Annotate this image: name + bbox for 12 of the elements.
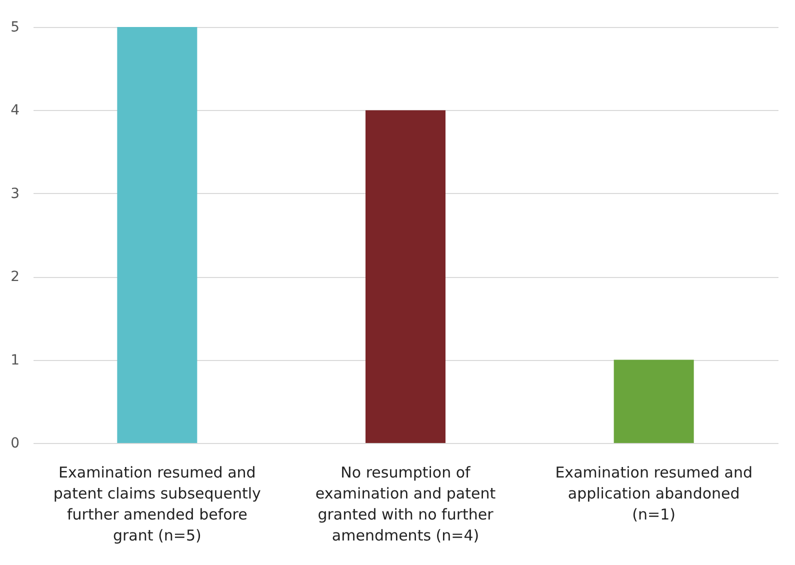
y-tick-label: 4 (10, 102, 20, 119)
bar (366, 110, 446, 443)
y-tick-label: 3 (10, 186, 20, 202)
bar (117, 27, 198, 443)
y-tick-label: 1 (10, 352, 20, 368)
y-tick-label: 0 (10, 436, 20, 452)
x-tick-label: Examination resumed and patent claims subsequently further amended before grant (n=5) (53, 464, 262, 544)
y-tick-label: 5 (10, 20, 20, 36)
bar (614, 360, 694, 443)
x-tick-label: Examination resumed and application abandoned (n=1) (555, 464, 752, 524)
x-tick-label: No resumption of examination and patent granted with no further amendments (n=4) (315, 464, 496, 544)
y-tick-label: 2 (10, 269, 20, 286)
